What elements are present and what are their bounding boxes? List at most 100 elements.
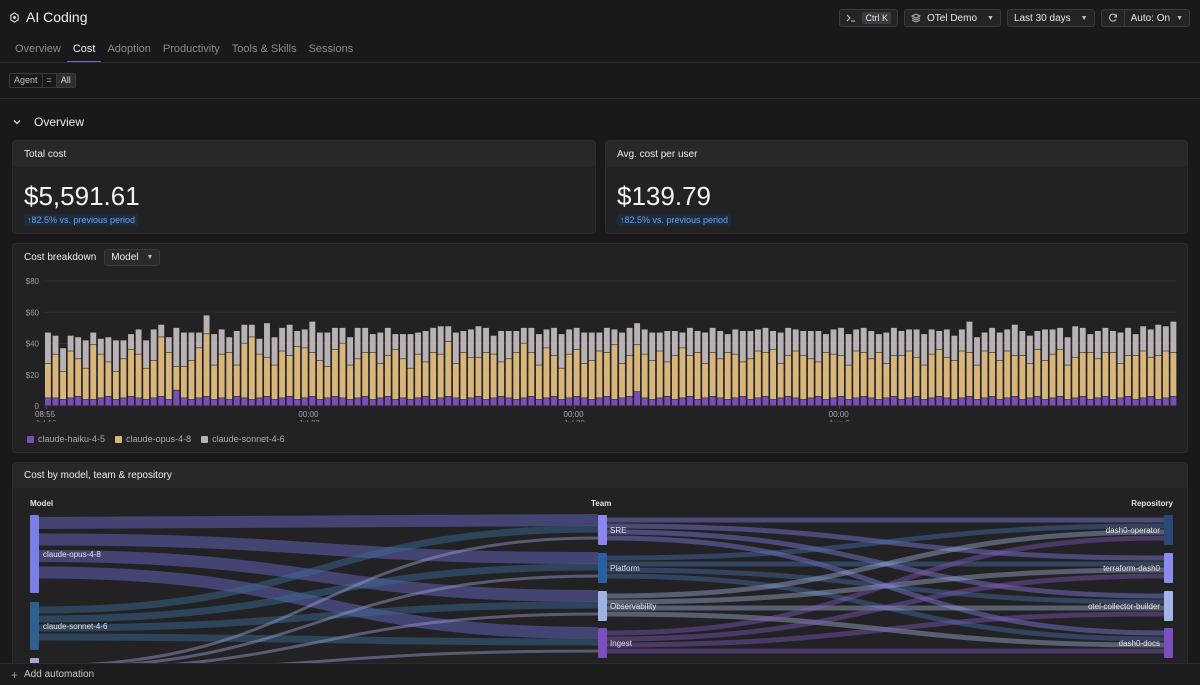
bar-segment[interactable] bbox=[248, 399, 255, 406]
bar-segment[interactable] bbox=[981, 398, 988, 406]
bar-segment[interactable] bbox=[347, 337, 354, 365]
bar-segment[interactable] bbox=[694, 399, 701, 406]
bar-segment[interactable] bbox=[551, 356, 557, 397]
bar-segment[interactable] bbox=[679, 398, 686, 406]
bar-segment[interactable] bbox=[112, 371, 119, 400]
sankey-link[interactable] bbox=[606, 567, 1165, 605]
bar-segment[interactable] bbox=[188, 360, 195, 400]
bar-segment[interactable] bbox=[1117, 398, 1124, 406]
bar-segment[interactable] bbox=[264, 357, 270, 397]
bar-segment[interactable] bbox=[1087, 399, 1094, 406]
bar-segment[interactable] bbox=[362, 396, 369, 406]
bar-segment[interactable] bbox=[558, 368, 565, 400]
bar-segment[interactable] bbox=[626, 356, 633, 397]
bar-segment[interactable] bbox=[981, 332, 988, 351]
bar-segment[interactable] bbox=[369, 399, 376, 406]
bar-segment[interactable] bbox=[875, 399, 882, 406]
bar-segment[interactable] bbox=[611, 345, 618, 400]
bar-segment[interactable] bbox=[966, 321, 973, 353]
bar-segment[interactable] bbox=[1042, 360, 1048, 400]
sankey-link[interactable] bbox=[38, 525, 599, 614]
bar-segment[interactable] bbox=[1019, 399, 1026, 406]
bar-segment[interactable] bbox=[173, 366, 180, 390]
bar-segment[interactable] bbox=[807, 359, 814, 398]
bar-segment[interactable] bbox=[588, 399, 595, 406]
bar-segment[interactable] bbox=[400, 334, 406, 359]
bar-segment[interactable] bbox=[807, 331, 814, 359]
bar-segment[interactable] bbox=[800, 331, 807, 356]
bar-segment[interactable] bbox=[913, 396, 920, 406]
bar-segment[interactable] bbox=[324, 366, 331, 398]
bar-segment[interactable] bbox=[437, 354, 444, 398]
bar-segment[interactable] bbox=[868, 359, 875, 398]
bar-segment[interactable] bbox=[75, 396, 82, 406]
bar-segment[interactable] bbox=[369, 352, 376, 400]
bar-segment[interactable] bbox=[687, 356, 693, 397]
bar-segment[interactable] bbox=[906, 329, 912, 351]
bar-segment[interactable] bbox=[943, 398, 950, 406]
bar-segment[interactable] bbox=[475, 396, 482, 406]
bar-segment[interactable] bbox=[1117, 363, 1124, 398]
bar-segment[interactable] bbox=[1064, 365, 1071, 400]
bar-segment[interactable] bbox=[641, 329, 648, 354]
bar-segment[interactable] bbox=[82, 399, 89, 406]
bar-segment[interactable] bbox=[483, 352, 489, 400]
sankey-link[interactable] bbox=[606, 529, 1165, 599]
bar-segment[interactable] bbox=[490, 354, 497, 398]
bar-segment[interactable] bbox=[60, 399, 66, 406]
bar-segment[interactable] bbox=[1110, 331, 1116, 353]
bar-segment[interactable] bbox=[656, 351, 663, 398]
bar-segment[interactable] bbox=[377, 398, 384, 406]
bar-segment[interactable] bbox=[739, 362, 746, 397]
bar-segment[interactable] bbox=[384, 356, 391, 397]
tab-productivity[interactable]: Productivity bbox=[162, 43, 220, 55]
bar-segment[interactable] bbox=[332, 349, 338, 397]
bar-segment[interactable] bbox=[845, 365, 852, 400]
bar-segment[interactable] bbox=[415, 354, 422, 398]
bar-segment[interactable] bbox=[649, 399, 656, 406]
sankey-team-node[interactable] bbox=[598, 553, 607, 583]
bar-segment[interactable] bbox=[807, 398, 814, 406]
filter-value[interactable]: All bbox=[55, 74, 75, 87]
bar-segment[interactable] bbox=[452, 332, 459, 364]
bar-segment[interactable] bbox=[196, 348, 202, 398]
bar-segment[interactable] bbox=[1155, 399, 1162, 406]
bar-segment[interactable] bbox=[467, 398, 474, 406]
bar-segment[interactable] bbox=[143, 340, 150, 368]
bar-segment[interactable] bbox=[732, 398, 739, 406]
bar-segment[interactable] bbox=[619, 363, 625, 398]
bar-segment[interactable] bbox=[702, 398, 709, 406]
bar-segment[interactable] bbox=[196, 332, 202, 348]
bar-segment[interactable] bbox=[82, 368, 89, 400]
sankey-link[interactable] bbox=[38, 533, 599, 564]
bar-segment[interactable] bbox=[1110, 352, 1116, 400]
bar-segment[interactable] bbox=[256, 354, 263, 398]
bar-segment[interactable] bbox=[709, 352, 716, 397]
bar-segment[interactable] bbox=[868, 398, 875, 406]
bar-segment[interactable] bbox=[566, 354, 573, 398]
bar-segment[interactable] bbox=[974, 337, 980, 365]
bar-segment[interactable] bbox=[1034, 396, 1041, 406]
bar-segment[interactable] bbox=[989, 352, 996, 397]
bar-segment[interactable] bbox=[445, 326, 452, 342]
bar-segment[interactable] bbox=[800, 399, 807, 406]
bar-segment[interactable] bbox=[1057, 349, 1064, 397]
sankey-repo-node[interactable] bbox=[1164, 553, 1173, 583]
legend-item[interactable]: claude-opus-4-8 bbox=[115, 434, 191, 444]
bar-segment[interactable] bbox=[1170, 352, 1177, 397]
bar-segment[interactable] bbox=[687, 396, 693, 406]
bar-segment[interactable] bbox=[566, 329, 573, 354]
bar-segment[interactable] bbox=[875, 334, 882, 353]
bar-segment[interactable] bbox=[1094, 359, 1101, 398]
bar-segment[interactable] bbox=[233, 396, 240, 406]
bar-segment[interactable] bbox=[1110, 399, 1116, 406]
bar-segment[interactable] bbox=[755, 329, 761, 351]
bar-segment[interactable] bbox=[347, 365, 354, 400]
bar-segment[interactable] bbox=[271, 337, 278, 365]
bar-segment[interactable] bbox=[135, 329, 142, 354]
bar-segment[interactable] bbox=[928, 329, 935, 354]
sankey-link[interactable] bbox=[606, 523, 1165, 561]
bar-segment[interactable] bbox=[619, 332, 625, 364]
bar-segment[interactable] bbox=[513, 331, 520, 353]
bar-segment[interactable] bbox=[777, 398, 784, 406]
